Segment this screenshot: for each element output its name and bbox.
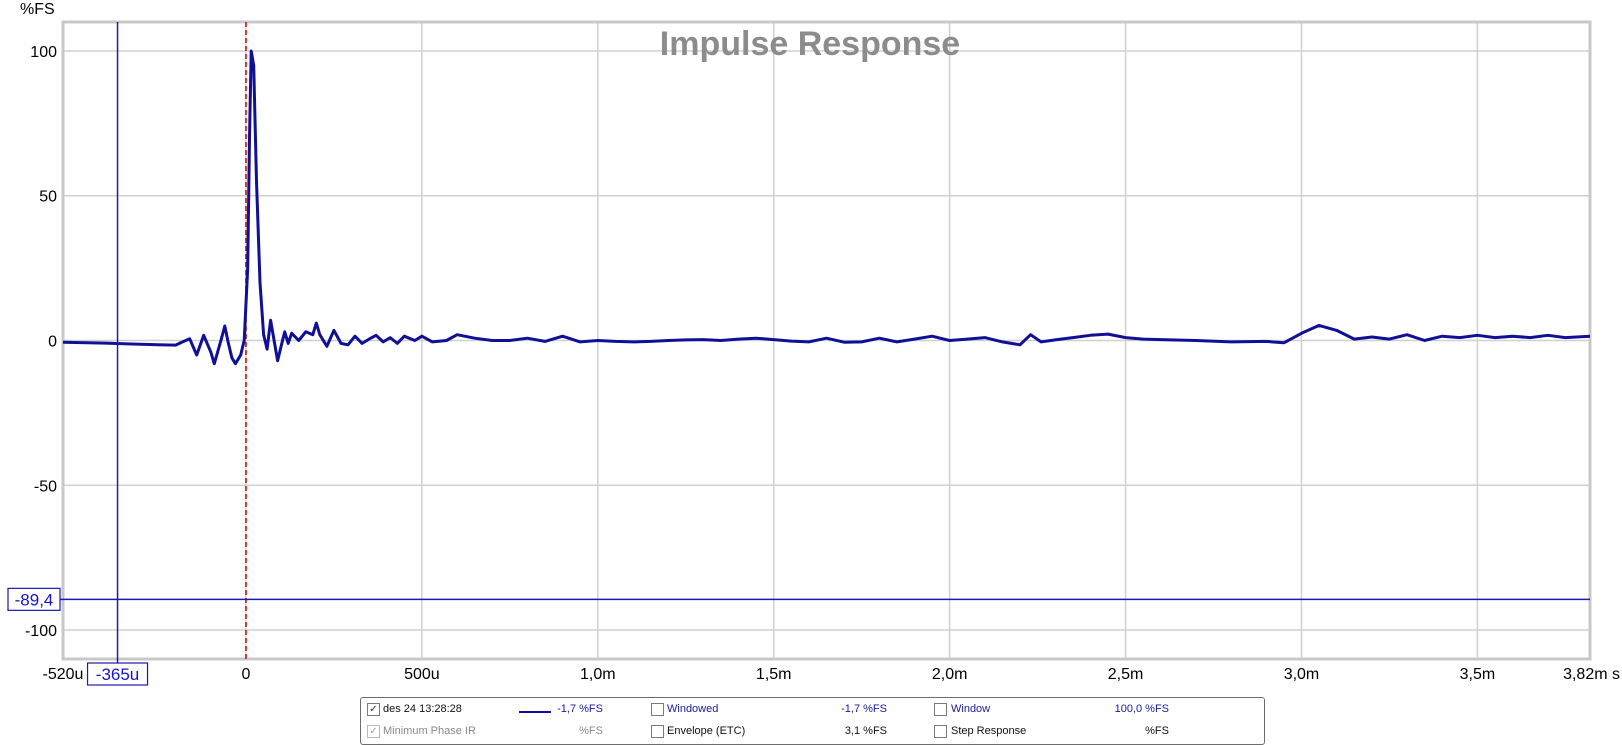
windowed-label: Windowed	[667, 703, 719, 715]
cursor-x-value: -365u	[96, 665, 139, 684]
x-tick-label: -520u	[43, 666, 84, 683]
x-tick-label: 3,0m	[1284, 666, 1320, 683]
series-line-impulse	[62, 49, 1591, 366]
step-checkbox[interactable]	[934, 725, 947, 738]
x-tick-label: 1,0m	[580, 666, 616, 683]
min-phase-value: %FS	[579, 725, 603, 737]
grid-lines	[63, 22, 1590, 659]
y-axis-unit-label: %FS	[20, 1, 55, 18]
trace-color-swatch	[519, 711, 551, 713]
legend-panel: ✓ des 24 13:28:28 -1,7 %FS Windowed -1,7…	[360, 697, 1265, 745]
step-label: Step Response	[951, 725, 1027, 737]
cursor-x-readout: -365u	[86, 662, 149, 686]
legend-row: ✓ Minimum Phase IR %FS Envelope (ETC) 3,…	[361, 722, 1264, 742]
plot-frame	[61, 20, 1592, 661]
envelope-label: Envelope (ETC)	[667, 725, 746, 737]
window-value: 100,0 %FS	[1114, 703, 1169, 715]
x-tick-label: 3,5m	[1460, 666, 1496, 683]
envelope-checkbox[interactable]	[651, 725, 664, 738]
x-tick-label: 3,82m s	[1563, 666, 1620, 683]
window-checkbox[interactable]	[934, 703, 947, 716]
trace-value: -1,7 %FS	[557, 703, 603, 715]
step-value: %FS	[1145, 725, 1169, 737]
x-tick-label: 0	[242, 666, 251, 683]
cursor-y-value: -89,4	[15, 590, 54, 609]
x-tick-label: 1,5m	[756, 666, 792, 683]
trace-checkbox[interactable]: ✓	[367, 703, 380, 716]
x-tick-label: 500u	[404, 666, 440, 683]
legend-row: ✓ des 24 13:28:28 -1,7 %FS Windowed -1,7…	[361, 700, 1264, 720]
min-phase-label: Minimum Phase IR	[383, 725, 476, 737]
y-tick-label: 0	[48, 334, 57, 351]
y-tick-label: 100	[30, 44, 57, 61]
min-phase-checkbox[interactable]: ✓	[367, 725, 380, 738]
x-tick-label: 2,5m	[1108, 666, 1144, 683]
y-tick-label: 50	[39, 189, 57, 206]
cursor-y-readout: -89,4	[7, 587, 61, 611]
envelope-value: 3,1 %FS	[844, 725, 887, 737]
x-tick-label: 2,0m	[932, 666, 968, 683]
windowed-checkbox[interactable]	[651, 703, 664, 716]
y-tick-label: -100	[25, 623, 57, 640]
chart-title: Impulse Response	[660, 25, 960, 63]
windowed-value: -1,7 %FS	[841, 703, 887, 715]
y-tick-label: -50	[34, 478, 57, 495]
trace-label: des 24 13:28:28	[383, 703, 462, 715]
window-label: Window	[951, 703, 991, 715]
